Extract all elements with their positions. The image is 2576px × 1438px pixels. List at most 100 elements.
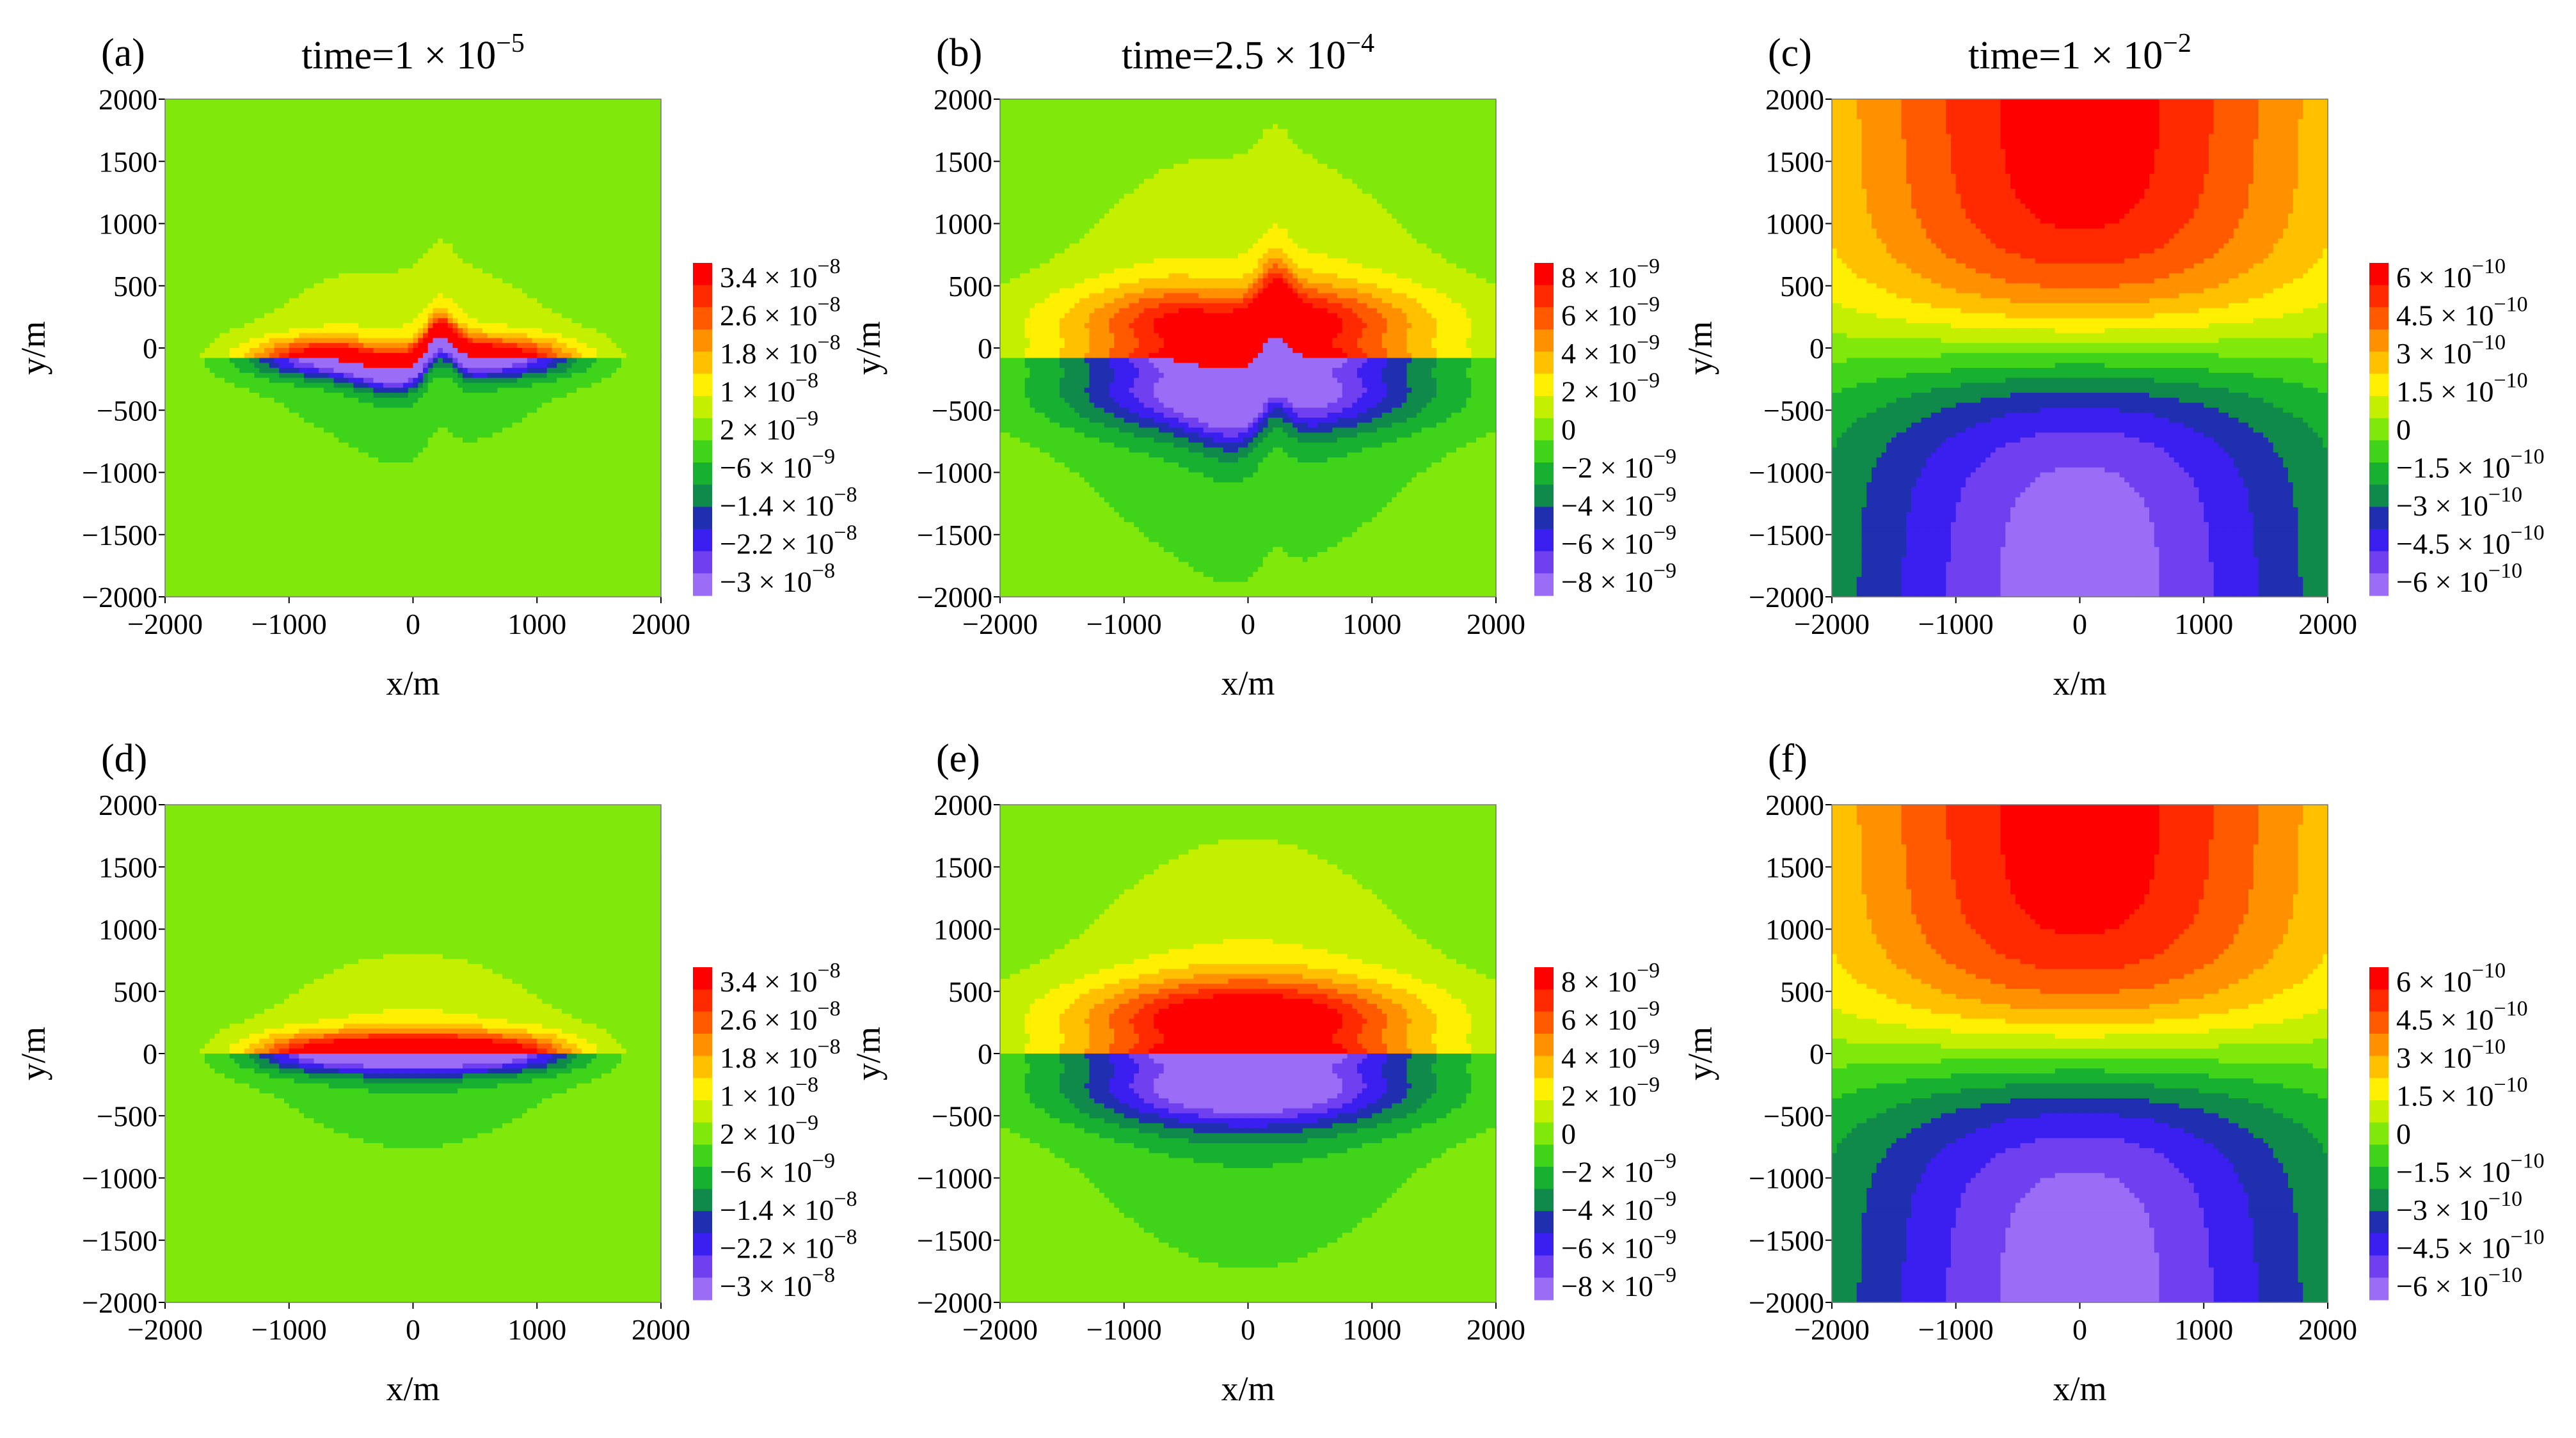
heatmap-cell [438,129,443,134]
heatmap-cell [532,124,537,129]
heatmap-cell [497,99,502,104]
heatmap-cell [289,124,294,129]
heatmap-cell [185,124,190,129]
heatmap-cell [567,119,572,124]
heatmap-cell [443,129,448,134]
heatmap-cell [185,129,190,134]
heatmap-cell [468,129,473,134]
heatmap-cell [334,99,339,104]
heatmap-cell [279,119,284,124]
heatmap-cell [378,114,383,119]
heatmap-cell [592,109,597,115]
heatmap-cell [180,109,185,115]
heatmap-cell [453,119,458,124]
heatmap-cell [378,99,383,104]
heatmap-cell [636,114,641,119]
heatmap-cell [646,124,651,129]
heatmap-cell [457,109,463,115]
heatmap-cell [547,119,552,124]
heatmap-cell [408,109,413,115]
heatmap-cell [448,104,453,109]
heatmap-cell [289,104,294,109]
heatmap-cell [493,119,498,124]
heatmap-cell [200,114,205,119]
heatmap-cell [443,114,448,119]
heatmap-cell [537,119,542,124]
heatmap-cell [338,109,344,115]
heatmap-cell [378,124,383,129]
heatmap-cell [448,119,453,124]
heatmap-cell [175,124,180,129]
heatmap-cell [324,104,329,109]
heatmap-cell [319,104,324,109]
heatmap-cell [438,104,443,109]
heatmap-cell [244,119,250,124]
heatmap-cell [219,109,225,115]
heatmap-cell [239,109,244,115]
heatmap-cell [522,114,527,119]
heatmap-cell [369,109,374,115]
heatmap-cell [304,99,309,104]
heatmap-cell [210,119,215,124]
heatmap-cell [582,124,587,129]
heatmap-cell [522,109,527,115]
heatmap-cell [632,109,637,115]
heatmap-cell [621,104,626,109]
heatmap-cell [354,99,359,104]
heatmap-cell [621,109,626,115]
heatmap-cell [547,114,552,119]
heatmap-cell [225,99,230,104]
heatmap-cell [205,104,210,109]
heatmap-cell [239,114,244,119]
heatmap-cell [269,114,274,119]
heatmap-cell [552,114,557,119]
heatmap-cell [250,119,255,124]
heatmap-cell [269,129,274,134]
heatmap-cell [269,104,274,109]
heatmap-cell [572,109,577,115]
heatmap-cell [513,114,518,119]
heatmap-cell [616,99,621,104]
heatmap-cell [632,99,637,104]
heatmap-cell [552,104,557,109]
heatmap-cell [473,109,478,115]
heatmap-cells [165,99,662,597]
heatmap-cell [636,119,641,124]
heatmap-cell [195,99,200,104]
heatmap-cell [190,109,195,115]
heatmap-cell [230,119,235,124]
heatmap-cell [601,99,607,104]
heatmap-cell [576,109,582,115]
heatmap-cell [374,119,379,124]
heatmap-cell [482,109,488,115]
heatmap-cell [319,109,324,115]
heatmap-cell [349,104,354,109]
heatmap-cell [463,99,468,104]
heatmap-cell [507,119,513,124]
heatmap-cell [304,129,309,134]
heatmap-cell [284,119,289,124]
heatmap-cell [175,119,180,124]
heatmap-cell [165,119,170,124]
heatmap-cell [552,109,557,115]
heatmap-cell [418,99,423,104]
heatmap-cell [552,99,557,104]
heatmap-cell [413,109,418,115]
heatmap-cell [299,109,304,115]
heatmap-cell [477,129,482,134]
heatmap-cell [329,109,334,115]
heatmap-cell [497,119,502,124]
heatmap-cell [215,99,220,104]
heatmap-cell [493,109,498,115]
heatmap-cell [557,124,562,129]
heatmap-cell [567,124,572,129]
heatmap-cell [195,124,200,129]
heatmap-cell [403,114,408,119]
heatmap-cell [592,114,597,119]
heatmap-cell [250,109,255,115]
heatmap-cell [255,99,260,104]
heatmap-cell [165,114,170,119]
heatmap-cell [438,119,443,124]
heatmap-cell [235,124,240,129]
heatmap-cell [255,104,260,109]
